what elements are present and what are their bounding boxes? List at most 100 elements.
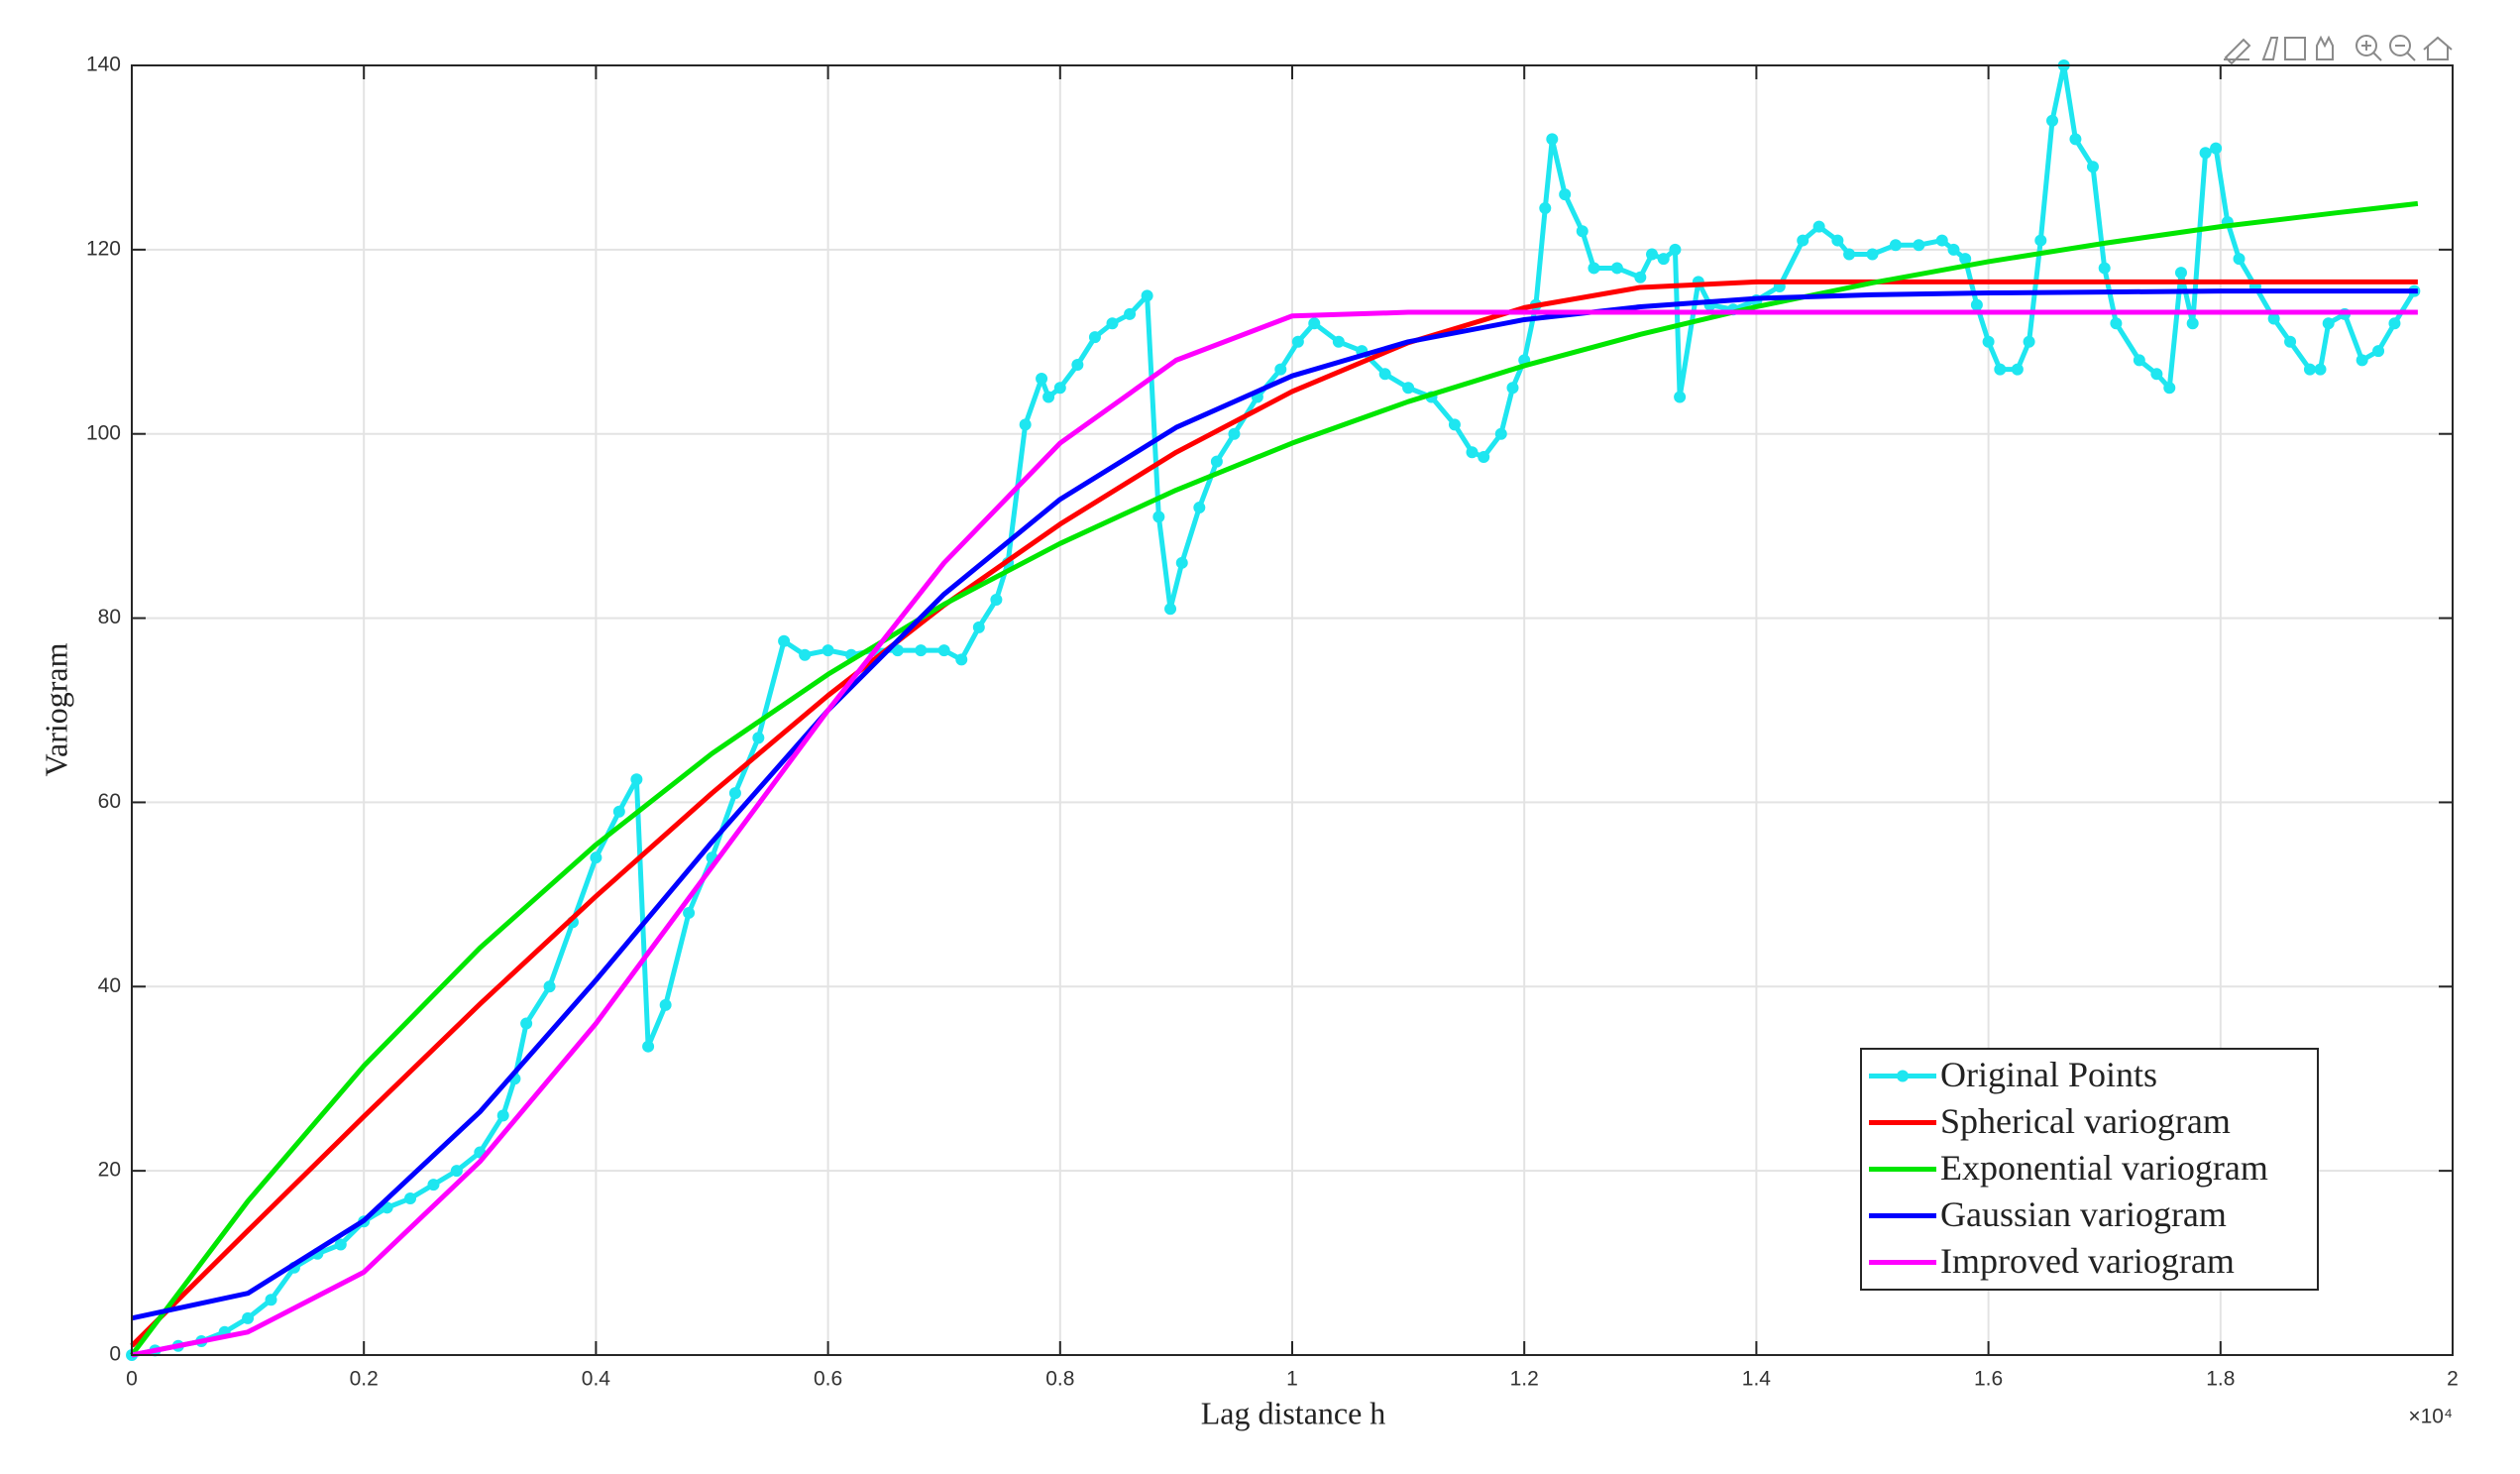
data-point xyxy=(1674,391,1687,403)
data-point xyxy=(990,593,1003,606)
data-point xyxy=(2233,253,2246,266)
data-point xyxy=(1546,133,1559,146)
x-tick-label: 1.4 xyxy=(1742,1368,1772,1391)
data-point xyxy=(799,648,812,661)
data-point xyxy=(1175,556,1188,569)
data-point xyxy=(1152,510,1165,523)
x-tick-label: 1.6 xyxy=(1974,1368,2003,1391)
data-point xyxy=(1478,450,1490,463)
ticks: 0 0.2 0.4 0.6 0.8 1 1.2 1.4 1.6 1.8 20204060801001… xyxy=(86,54,2459,1391)
axes-toolbar[interactable] xyxy=(2224,35,2453,65)
data-point xyxy=(2322,317,2335,330)
y-tick-label: 100 xyxy=(86,421,121,444)
x-tick-label: 1.8 xyxy=(2206,1368,2235,1391)
data-point xyxy=(1812,220,1825,233)
data-point xyxy=(1539,202,1552,215)
data-point xyxy=(2110,317,2123,330)
data-point xyxy=(404,1192,417,1205)
toolbar-zoom-out[interactable] xyxy=(2389,35,2411,57)
x-tick-label: 1 xyxy=(1286,1368,1298,1391)
data-point xyxy=(242,1311,255,1324)
data-point xyxy=(2186,317,2199,330)
data-point xyxy=(1970,298,1983,311)
data-point xyxy=(1193,502,1206,514)
data-point xyxy=(728,787,741,800)
data-point xyxy=(1994,363,2007,376)
data-point xyxy=(778,634,791,647)
data-point xyxy=(2303,363,2316,376)
data-point xyxy=(1657,253,1670,266)
data-point xyxy=(1228,427,1241,440)
data-point xyxy=(752,732,765,744)
data-point xyxy=(1634,271,1647,283)
data-point xyxy=(450,1165,463,1178)
data-point xyxy=(630,773,643,786)
data-point xyxy=(1036,372,1048,385)
toolbar-zoom-in[interactable] xyxy=(2356,35,2377,57)
data-point xyxy=(1982,335,1995,348)
data-point xyxy=(1588,262,1600,275)
data-point xyxy=(2284,335,2297,348)
toolbar-zoom-in-glyph[interactable] xyxy=(2361,41,2382,61)
data-point xyxy=(915,644,928,657)
data-point xyxy=(1019,418,1032,431)
data-point xyxy=(1141,289,1153,302)
series-line xyxy=(131,309,2418,1358)
data-point xyxy=(612,805,625,818)
data-point xyxy=(1646,248,1659,261)
x-tick-label: 0.2 xyxy=(350,1368,379,1391)
y-tick-label: 40 xyxy=(98,974,121,997)
data-point xyxy=(1274,363,1287,376)
toolbar-zoom-out-glyph[interactable] xyxy=(2395,45,2416,61)
data-point xyxy=(1106,317,1119,330)
data-point xyxy=(1947,243,1960,256)
toolbar-pan[interactable] xyxy=(2316,35,2334,60)
legend: Original Points Spherical variogram Expone… xyxy=(1860,1048,2319,1291)
data-point xyxy=(891,644,904,657)
data-point xyxy=(1448,418,1461,431)
series-line xyxy=(130,200,2419,1357)
data-point xyxy=(1494,427,1507,440)
data-point xyxy=(822,644,834,657)
data-point xyxy=(1831,234,1844,247)
data-point xyxy=(496,1109,509,1122)
data-point xyxy=(2356,354,2368,367)
data-point xyxy=(2210,142,2223,155)
x-axis-label: Lag distance h xyxy=(1201,1395,1386,1430)
data-point xyxy=(2372,345,2385,358)
data-point xyxy=(2163,382,2176,395)
series-line xyxy=(130,279,2418,1348)
legend-label: Original Points xyxy=(1940,1055,2157,1094)
data-point xyxy=(1466,446,1479,459)
y-tick-label: 20 xyxy=(98,1159,121,1182)
data-point xyxy=(1291,335,1304,348)
data-point xyxy=(1506,382,1519,395)
series-line xyxy=(131,288,2418,1321)
data-point xyxy=(543,980,556,993)
y-tick-label: 0 xyxy=(109,1343,121,1366)
x-tick-label: 0.6 xyxy=(814,1368,842,1391)
data-point xyxy=(1124,307,1137,320)
legend-box xyxy=(1860,1048,2319,1291)
data-point xyxy=(590,851,603,864)
data-point xyxy=(2267,312,2280,325)
data-point xyxy=(972,621,985,633)
legend-label: Improved variogram xyxy=(1940,1241,2235,1281)
data-point xyxy=(1210,455,1223,468)
data-point xyxy=(1797,234,1809,247)
data-point xyxy=(265,1294,277,1306)
data-point xyxy=(1889,239,1902,252)
toolbar-datatip[interactable] xyxy=(2261,37,2279,60)
toolbar-legend[interactable] xyxy=(2284,37,2306,60)
x-tick-label: 0 xyxy=(126,1368,138,1391)
data-point xyxy=(1843,248,1856,261)
x-tick-label: 0.8 xyxy=(1045,1368,1074,1391)
toolbar-brush[interactable] xyxy=(2224,38,2251,65)
series-layer xyxy=(126,59,2421,1361)
data-point xyxy=(1088,331,1101,344)
y-tick-label: 80 xyxy=(98,606,121,628)
data-point xyxy=(1913,239,1925,252)
data-point xyxy=(2314,363,2327,376)
toolbar-home[interactable] xyxy=(2423,36,2453,60)
